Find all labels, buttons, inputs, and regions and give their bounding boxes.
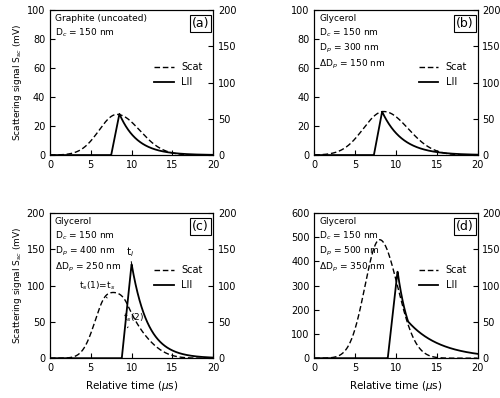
Text: (c): (c)	[192, 220, 208, 233]
Text: t$_i$: t$_i$	[126, 245, 134, 264]
Text: (d): (d)	[456, 220, 474, 233]
Legend: Scat, LII: Scat, LII	[414, 59, 471, 91]
Text: (a): (a)	[192, 17, 210, 30]
Text: t$_s$(1)=t$_s$: t$_s$(1)=t$_s$	[79, 280, 116, 298]
Y-axis label: Scattering signal S$_{sc}$ (mV): Scattering signal S$_{sc}$ (mV)	[11, 24, 24, 141]
Legend: Scat, LII: Scat, LII	[150, 59, 206, 91]
Text: (b): (b)	[456, 17, 474, 30]
Legend: Scat, LII: Scat, LII	[150, 261, 206, 294]
Text: t$_s$(2): t$_s$(2)	[124, 312, 144, 328]
Text: Glycerol
D$_c$ = 150 nm
D$_p$ = 500 nm
$\Delta$D$_p$ = 350 nm: Glycerol D$_c$ = 150 nm D$_p$ = 500 nm $…	[319, 217, 386, 274]
X-axis label: Relative time ($\mu$s): Relative time ($\mu$s)	[349, 378, 442, 392]
Text: Glycerol
D$_c$ = 150 nm
D$_p$ = 300 nm
$\Delta$D$_p$ = 150 nm: Glycerol D$_c$ = 150 nm D$_p$ = 300 nm $…	[319, 14, 386, 71]
Text: Graphite (uncoated)
D$_c$ = 150 nm: Graphite (uncoated) D$_c$ = 150 nm	[55, 14, 147, 39]
Y-axis label: Scattering signal S$_{sc}$ (mV): Scattering signal S$_{sc}$ (mV)	[11, 227, 24, 344]
Text: Glycerol
D$_c$ = 150 nm
D$_p$ = 400 nm
$\Delta$D$_p$ = 250 nm: Glycerol D$_c$ = 150 nm D$_p$ = 400 nm $…	[55, 217, 122, 274]
X-axis label: Relative time ($\mu$s): Relative time ($\mu$s)	[85, 378, 178, 392]
Legend: Scat, LII: Scat, LII	[414, 261, 471, 294]
